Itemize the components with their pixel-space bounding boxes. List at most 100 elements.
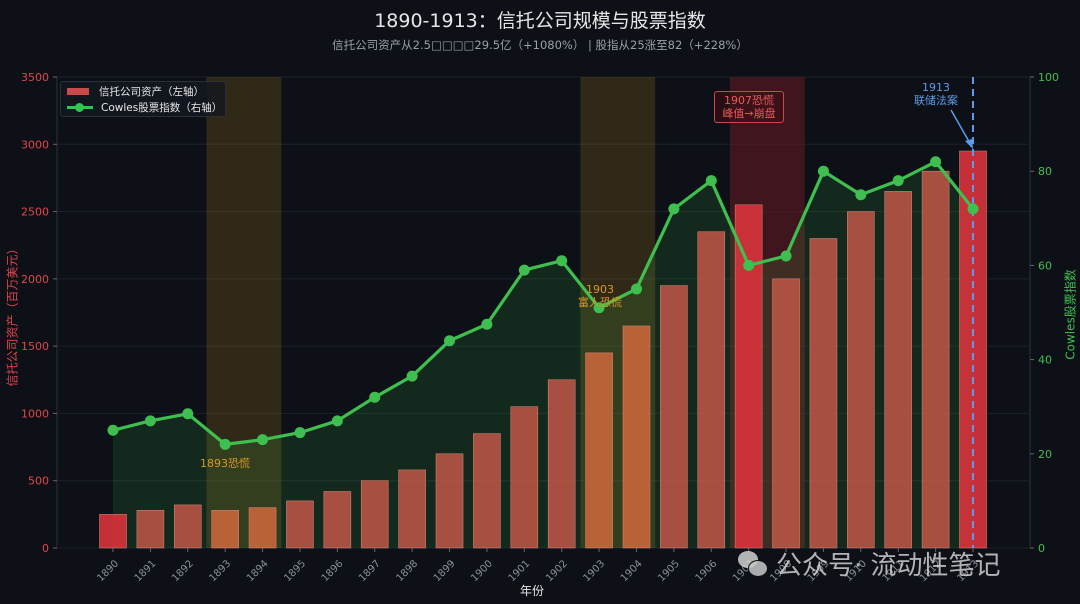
index-point: [668, 203, 680, 215]
x-tick-label: 1899: [432, 558, 458, 584]
shaded-region: [206, 77, 282, 548]
left-tick-label: 0: [42, 542, 49, 555]
index-point: [144, 415, 156, 427]
x-tick-label: 1895: [282, 558, 308, 584]
chart-subtitle: 信托公司资产从2.5□□□□29.5亿（+1080%） | 股指从25涨至82（…: [332, 38, 748, 52]
asset-bar: [547, 379, 576, 549]
chart-title: 1890-1913：信托公司规模与股票指数: [374, 10, 706, 32]
annotation-1907-desc: 峰值→崩盘: [722, 107, 776, 120]
index-point: [331, 415, 343, 427]
index-point: [518, 264, 530, 276]
legend: 信托公司资产（左轴） Cowles股票指数（右轴）: [60, 81, 226, 117]
index-point: [780, 250, 792, 262]
right-tick-label: 100: [1038, 71, 1059, 84]
right-tick-label: 80: [1038, 165, 1052, 178]
index-point: [257, 434, 269, 446]
index-point: [817, 165, 829, 177]
left-tick-label: 2500: [21, 206, 49, 219]
index-point: [182, 408, 194, 420]
legend-item-assets: 信托公司资产（左轴）: [67, 83, 204, 99]
x-tick-label: 1891: [133, 558, 159, 584]
index-point: [630, 283, 642, 295]
left-tick-label: 1000: [21, 407, 49, 420]
x-tick-label: 1902: [544, 558, 570, 584]
index-point: [705, 175, 717, 187]
asset-bar: [136, 510, 165, 549]
index-point: [294, 427, 306, 439]
asset-bar: [286, 500, 314, 549]
watermark-text: 公众号· 流动性笔记: [776, 551, 1001, 581]
left-tick-label: 3000: [21, 138, 49, 151]
asset-bar: [435, 453, 464, 549]
line-marker-icon: [67, 102, 93, 112]
x-tick-label: 1892: [170, 558, 196, 584]
index-point: [743, 259, 755, 271]
index-point: [556, 255, 568, 267]
legend-item-index: Cowles股票指数（右轴）: [67, 99, 222, 115]
index-point: [107, 424, 119, 436]
asset-bar: [360, 480, 389, 549]
annotation-1913-desc: 联储法案: [914, 94, 958, 107]
index-point: [930, 156, 942, 168]
asset-bar: [622, 325, 651, 549]
annotation-1913-year: 1913: [922, 81, 950, 94]
x-tick-label: 1906: [694, 558, 720, 584]
index-point: [219, 438, 231, 450]
annotation-1913-fed: 1913 联储法案: [906, 81, 966, 107]
x-tick-label: 1896: [320, 558, 346, 584]
left-tick-label: 3500: [21, 71, 49, 84]
x-tick-label: 1903: [581, 558, 607, 584]
wechat-icon: [738, 550, 768, 577]
x-tick-label: 1893: [208, 558, 234, 584]
asset-bar: [660, 285, 688, 549]
asset-bar: [510, 406, 539, 549]
asset-bar: [99, 514, 127, 549]
asset-bar: [398, 469, 426, 549]
asset-bar: [211, 510, 239, 549]
legend-label-index: Cowles股票指数（右轴）: [101, 101, 223, 114]
index-point: [406, 370, 418, 382]
bar-swatch-icon: [67, 87, 89, 95]
annotation-1903-panic: 1903 富人恐慌: [574, 283, 626, 309]
annotation-1903-desc: 富人恐慌: [578, 296, 622, 309]
left-tick-label: 1500: [21, 340, 49, 353]
asset-bar: [173, 504, 202, 549]
right-tick-label: 20: [1038, 448, 1052, 461]
asset-bar: [697, 231, 726, 549]
right-tick-label: 40: [1038, 354, 1052, 367]
index-point: [967, 203, 979, 215]
index-point: [369, 391, 381, 403]
index-line: [112, 160, 975, 446]
x-tick-label: 1894: [245, 558, 271, 584]
asset-bar: [248, 507, 277, 549]
index-point: [892, 175, 904, 187]
annotation-1903-year: 1903: [586, 283, 614, 296]
x-tick-label: 1904: [619, 558, 645, 584]
right-tick-label: 60: [1038, 259, 1052, 272]
annotation-1907-panic: 1907恐慌 峰值→崩盘: [714, 91, 784, 123]
left-axis-label: 信托公司资产（百万美元）: [5, 242, 20, 387]
x-tick-label: 1897: [357, 558, 383, 584]
asset-bar: [323, 491, 352, 549]
annotation-1893-panic: 1893恐慌: [200, 457, 250, 470]
index-point: [444, 335, 456, 347]
index-point: [481, 318, 493, 330]
index-point: [855, 189, 867, 201]
watermark: 公众号· 流动性笔记: [738, 545, 1001, 582]
left-tick-label: 2000: [21, 273, 49, 286]
right-tick-label: 0: [1038, 542, 1045, 555]
annotation-1907-title: 1907恐慌: [724, 94, 774, 107]
legend-label-assets: 信托公司资产（左轴）: [99, 85, 204, 98]
asset-bar: [809, 238, 838, 549]
asset-bar: [585, 352, 613, 549]
asset-bar: [772, 278, 800, 549]
asset-bar: [847, 211, 875, 549]
fed-arrow: [950, 109, 972, 146]
asset-bar: [884, 191, 913, 549]
x-axis-label: 年份: [520, 584, 545, 598]
asset-bar: [921, 170, 950, 549]
asset-bar: [473, 433, 501, 549]
index-point: [593, 302, 605, 314]
arrow-head-icon: [965, 139, 973, 149]
